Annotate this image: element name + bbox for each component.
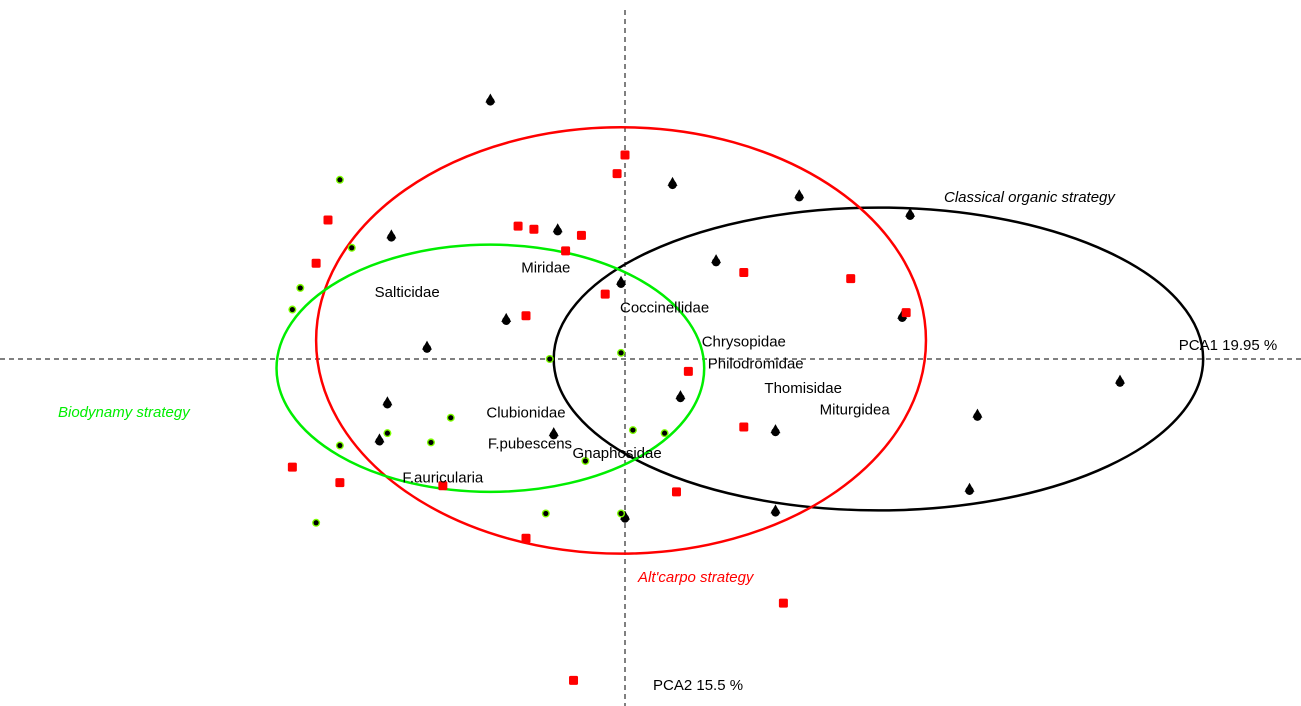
label-gnaphosidae: Gnaphosidae: [572, 445, 661, 462]
classical-organic-strategy-point-12: [675, 390, 686, 403]
classical-organic-strategy-point-19: [972, 408, 983, 421]
classical-organic-strategy-point-17: [770, 424, 781, 437]
alt-carpo-strategy-point-18: [569, 675, 579, 685]
y-axis-label: PCA2 15.5 %: [653, 677, 743, 694]
classical-organic-strategy-point-10: [422, 340, 432, 353]
variable-labels: Salticidae Miridae Coccinellidae Chrysopida…: [375, 259, 891, 486]
biodynamy-strategy-point-14: [581, 456, 590, 465]
alt-carpo-strategy-ellipse: [314, 125, 928, 555]
alt-carpo-strategy-point-19: [521, 533, 531, 543]
biodynamy-strategy-label: Biodynamy strategy: [58, 404, 191, 421]
alt-carpo-strategy-point-9: [600, 289, 610, 299]
alt-carpo-strategy-point-10: [521, 311, 531, 321]
biodynamy-strategy-point-5: [545, 355, 554, 363]
alt-carpo-strategy-point-14: [739, 267, 749, 277]
biodynamy-strategy-point-2: [347, 243, 356, 252]
classical-organic-strategy-point-2: [667, 176, 678, 190]
alt-carpo-strategy-point-1: [323, 215, 333, 225]
group-ellipses: [275, 125, 1205, 555]
x-axis-label: PCA1 19.95 %: [1179, 337, 1277, 354]
classical-organic-strategy-point-5: [386, 229, 397, 242]
biodynamy-strategy-point-16: [617, 509, 626, 518]
alt-carpo-strategy-point-15: [671, 487, 681, 497]
classical-organic-strategy-point-9: [501, 312, 512, 326]
label-f-auricularia: F.auricularia: [402, 470, 484, 487]
biodynamy-strategy-point-8: [383, 429, 392, 438]
alt-carpo-strategy-point-12: [620, 150, 630, 160]
label-miridae: Miridae: [521, 259, 570, 276]
label-salticidae: Salticidae: [375, 284, 440, 301]
alt-carpo-strategy-point-20: [438, 481, 448, 491]
alt-carpo-strategy-point-3: [287, 462, 297, 472]
biodynamy-strategy-point-4: [288, 305, 297, 314]
altcarpo-strategy-label: Alt'carpo strategy: [637, 569, 755, 586]
classical-organic-strategy-point-13: [382, 396, 393, 409]
alt-carpo-strategy-point-4: [335, 478, 345, 488]
biodynamy-strategy-point-15: [541, 509, 550, 518]
classical-strategy-label: Classical organic strategy: [944, 189, 1116, 206]
data-points: [287, 93, 1125, 685]
biodynamy-strategy-point-13: [660, 429, 669, 438]
label-coccinellidae: Coccinellidae: [620, 300, 709, 317]
label-chrysopidae: Chrysopidae: [702, 334, 786, 351]
biodynamy-strategy-point-10: [335, 441, 344, 450]
label-f-pubescens: F.pubescens: [488, 436, 572, 453]
label-miturgidea: Miturgidea: [820, 402, 891, 419]
alt-carpo-strategy-point-21: [901, 308, 911, 318]
classical-organic-strategy-point-20: [964, 482, 975, 495]
biodynamy-strategy-point-3: [296, 283, 305, 292]
axes: [0, 10, 1301, 706]
classical-organic-strategy-point-18: [1115, 374, 1125, 387]
alt-carpo-strategy-point-17: [778, 598, 788, 608]
biodynamy-strategy-ellipse: [275, 243, 706, 494]
biodynamy-strategy-point-9: [426, 438, 435, 447]
biodynamy-strategy-point-1: [335, 175, 344, 184]
biodynamy-strategy-point-7: [446, 413, 455, 422]
classical-organic-strategy-point-3: [794, 189, 805, 202]
classical-organic-strategy-point-21: [770, 504, 781, 517]
label-clubionidae: Clubionidae: [486, 405, 565, 422]
alt-carpo-strategy-point-16: [739, 422, 749, 432]
biodynamy-strategy-point-11: [312, 518, 321, 527]
alt-carpo-strategy-point-2: [311, 258, 321, 268]
biodynamy-strategy-point-12: [628, 426, 637, 435]
alt-carpo-strategy-point-6: [529, 224, 539, 234]
alt-carpo-strategy-point-13: [683, 366, 693, 376]
classical-organic-strategy-point-1: [485, 93, 496, 106]
label-philodromidae: Philodromidae: [708, 355, 804, 372]
classical-organic-strategy-point-6: [552, 223, 563, 236]
classical-organic-strategy-point-7: [616, 275, 627, 288]
alt-carpo-strategy-point-11: [612, 169, 622, 179]
alt-carpo-strategy-point-7: [561, 246, 571, 256]
classical-organic-strategy-point-8: [711, 254, 722, 267]
label-thomisidae: Thomisidae: [764, 380, 842, 397]
alt-carpo-strategy-point-22: [846, 274, 856, 284]
biodynamy-strategy-point-6: [617, 348, 626, 357]
classical-organic-strategy-point-16: [548, 427, 559, 440]
classical-organic-strategy-point-14: [374, 433, 385, 446]
alt-carpo-strategy-point-5: [513, 221, 523, 231]
classical-organic-strategy-point-4: [905, 207, 916, 220]
alt-carpo-strategy-point-8: [576, 230, 586, 240]
